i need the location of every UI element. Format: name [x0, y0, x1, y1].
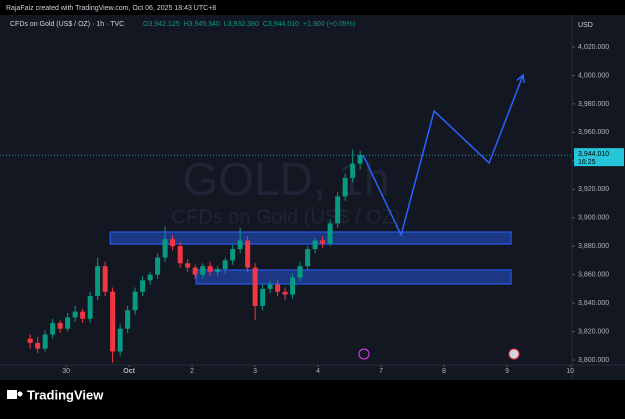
y-tick-label: 3,920.000 [578, 186, 609, 193]
symbol: CFDs on Gold (US$ / OZ) · 1h · TVC [10, 21, 124, 28]
candle-body [357, 155, 363, 164]
candle-body [162, 239, 168, 258]
footer: TradingView [7, 387, 104, 402]
brand: TradingView [27, 387, 104, 402]
event-icon[interactable] [508, 348, 520, 360]
watermark: GOLD, 1h [182, 153, 389, 205]
legend-value: L3,932.380 [224, 21, 259, 28]
event-icon[interactable] [358, 348, 370, 360]
y-tick-label: 3,820.000 [578, 328, 609, 335]
x-tick-label: 30 [62, 368, 70, 375]
x-tick-label: 3 [253, 368, 257, 375]
y-tick-label: 3,960.000 [578, 129, 609, 136]
candle-body [102, 266, 108, 292]
candle-body [312, 240, 318, 250]
legend-value: H3,945.340 [184, 21, 220, 28]
currency: USD [578, 22, 593, 29]
candle-body [252, 267, 258, 306]
legend-value: O3,942.125 [143, 21, 180, 28]
candle-body [110, 291, 116, 352]
support-zone [109, 231, 512, 245]
candle-body [80, 311, 86, 319]
candle-body [95, 266, 101, 296]
candle-body [132, 291, 138, 311]
candle-body [290, 277, 296, 295]
candle-body [125, 310, 131, 329]
last-price-box [574, 148, 624, 167]
candle-body [335, 196, 341, 224]
y-tick-label: 3,880.000 [578, 243, 609, 250]
candle-body [305, 249, 311, 267]
ohlc-legend: O3,942.125 H3,945.340 L3,932.380 C3,944.010… [143, 21, 355, 28]
y-tick-label: 3,860.000 [578, 271, 609, 278]
candle-body [50, 323, 56, 335]
candle-body [260, 288, 266, 306]
x-tick-label: Oct [123, 368, 135, 375]
candle-body [245, 240, 251, 268]
candle-body [237, 240, 243, 250]
price-axis [572, 15, 625, 380]
candle-body [117, 328, 123, 352]
candle-body [327, 223, 333, 244]
candle-body [155, 257, 161, 275]
candle-body [170, 239, 176, 247]
last-price-label: 3,944.010 [578, 151, 609, 158]
candle-body [87, 295, 93, 319]
y-tick-label: 3,840.000 [578, 300, 609, 307]
candle-body [147, 274, 153, 281]
candle-body [35, 342, 41, 349]
y-tick-label: 4,020.000 [578, 44, 609, 51]
plot-area [0, 15, 572, 380]
header: RajaFaiz created with TradingView.com, O… [6, 5, 216, 12]
candle-body [275, 284, 281, 292]
candle-body [297, 266, 303, 278]
candle-body [267, 284, 273, 289]
arrow-head [516, 73, 525, 84]
candle-body [192, 267, 198, 275]
candle-body [185, 263, 191, 268]
candle-body [230, 249, 236, 261]
candle-body [65, 317, 71, 329]
candle-body [222, 260, 228, 269]
x-tick-label: 4 [316, 368, 320, 375]
logo [7, 390, 17, 399]
candle-body [177, 246, 183, 264]
candle-body [320, 240, 326, 244]
y-tick-label: 4,000.000 [578, 72, 609, 79]
x-tick-label: 2 [190, 368, 194, 375]
candle-body [42, 334, 48, 349]
candle-body [342, 177, 348, 197]
candle-body [207, 266, 213, 272]
x-tick-label: 7 [379, 368, 383, 375]
x-tick-label: 9 [505, 368, 509, 375]
watermark: CFDs on Gold (US$ / OZ) [172, 206, 401, 228]
legend-value: C3,944.010 [263, 21, 299, 28]
candle-body [350, 163, 356, 178]
candle-body [215, 268, 221, 272]
candle-body [72, 311, 78, 318]
candle-body [140, 280, 146, 292]
candle-body [282, 291, 288, 295]
x-tick-label: 10 [566, 368, 574, 375]
candle-body [27, 338, 33, 343]
y-tick-label: 3,800.000 [578, 357, 609, 364]
projection-line [362, 74, 524, 238]
legend-value: +1.900 (+0.05%) [303, 21, 355, 28]
last-price-time: 16:25 [578, 159, 596, 166]
y-tick-label: 3,900.000 [578, 215, 609, 222]
candle-body [200, 266, 206, 275]
x-tick-label: 8 [442, 368, 446, 375]
y-tick-label: 3,980.000 [578, 101, 609, 108]
logo [17, 391, 23, 397]
support-zone [195, 269, 512, 285]
candle-body [57, 323, 63, 329]
